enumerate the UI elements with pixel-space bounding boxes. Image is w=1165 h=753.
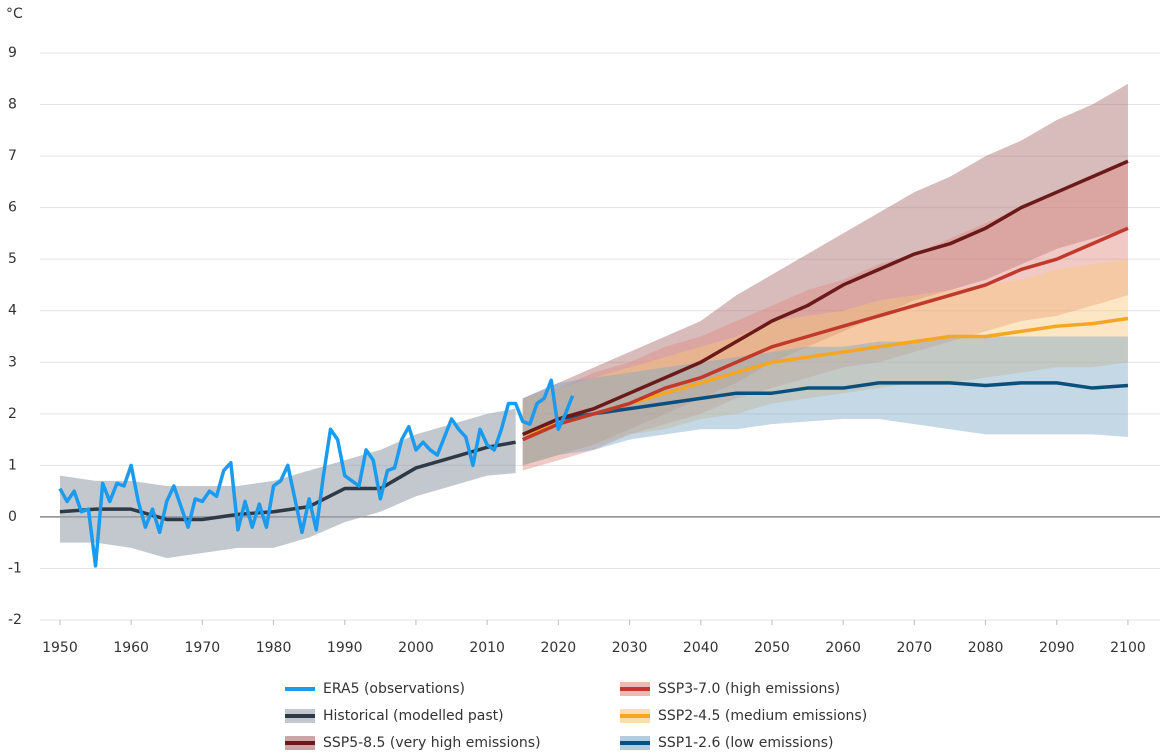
band: [522, 161, 1128, 471]
y-tick-label: 0: [8, 509, 17, 525]
legend-label: Historical (modelled past): [323, 708, 504, 724]
series-line: [522, 159, 1129, 437]
x-tick-label: 2020: [541, 640, 577, 656]
x-tick-label: 2030: [612, 640, 648, 656]
x-tick-label: 2080: [968, 640, 1004, 656]
x-tick-label: 2090: [1039, 640, 1075, 656]
x-tick-label: 2040: [683, 640, 719, 656]
band: [522, 259, 1128, 466]
y-tick-label: -1: [8, 560, 22, 576]
y-tick-label: 3: [8, 354, 17, 370]
y-tick-label: 8: [8, 97, 17, 113]
series-line: [59, 440, 516, 522]
band: [522, 83, 1128, 466]
series-line: [522, 226, 1129, 442]
x-tick-label: 1980: [256, 640, 292, 656]
y-tick-label: 1: [8, 457, 17, 473]
x-tick-label: 1990: [327, 640, 363, 656]
legend-label: SSP1-2.6 (low emissions): [658, 735, 834, 751]
y-tick-label: 5: [8, 251, 17, 267]
x-tick-label: 2070: [897, 640, 933, 656]
x-tick-label: 2010: [469, 640, 505, 656]
y-tick-label: -2: [8, 612, 22, 628]
y-tick-label: 9: [8, 45, 17, 61]
legend-label: SSP2-4.5 (medium emissions): [658, 708, 867, 724]
band: [522, 336, 1128, 466]
series-line: [58, 378, 575, 568]
x-tick-label: 1970: [185, 640, 221, 656]
y-tick-label: 7: [8, 148, 17, 164]
series-line: [522, 381, 1129, 437]
x-tick-label: 2100: [1110, 640, 1146, 656]
legend-label: ERA5 (observations): [323, 681, 465, 697]
x-tick-label: 2050: [754, 640, 790, 656]
y-axis-label: °C: [6, 6, 23, 22]
legend-label: SSP5-8.5 (very high emissions): [323, 735, 541, 751]
y-tick-label: 4: [8, 303, 17, 319]
x-tick-label: 1950: [42, 640, 78, 656]
x-tick-label: 1960: [113, 640, 149, 656]
y-tick-label: 6: [8, 200, 17, 216]
legend-label: SSP3-7.0 (high emissions): [658, 681, 840, 697]
x-tick-label: 2000: [398, 640, 434, 656]
y-tick-label: 2: [8, 406, 17, 422]
x-tick-label: 2060: [825, 640, 861, 656]
